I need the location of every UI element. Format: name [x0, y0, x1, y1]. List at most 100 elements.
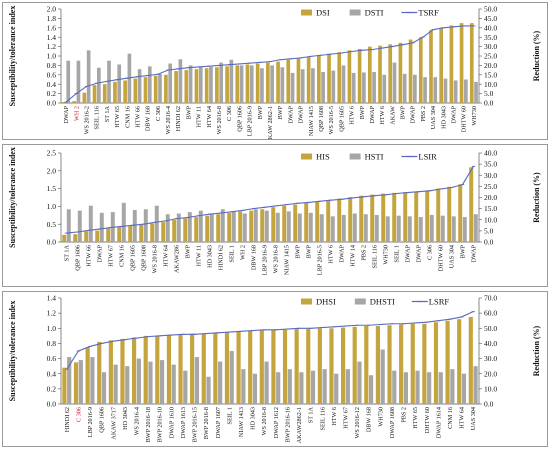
bar-dhsti-6 [136, 358, 141, 404]
bar-hsti-35 [451, 216, 456, 242]
y2-tick-label: 40.0 [484, 149, 497, 158]
bar-dsi-16 [225, 66, 229, 103]
bar-his-27 [359, 195, 364, 242]
bar-dhsi-20 [294, 329, 299, 404]
bar-dsi-6 [123, 80, 127, 103]
bar-his-30 [392, 192, 397, 242]
bar-hsti-0 [66, 209, 71, 242]
y2-tick-label: 15.0 [484, 70, 497, 79]
y-tick-label: 1.6 [47, 23, 57, 32]
bar-his-37 [469, 167, 474, 242]
bar-dhsti-28 [392, 370, 397, 404]
x-tick-label-32: DWAP [416, 244, 423, 262]
bar-dsi-4 [102, 84, 107, 103]
bar-his-8 [150, 223, 155, 242]
bar-dhsi-1 [73, 362, 79, 404]
x-tick-label-29: BWP [359, 105, 366, 119]
bar-dhsti-30 [415, 370, 420, 404]
bar-his-15 [227, 212, 232, 242]
bar-dsti-23 [300, 69, 305, 103]
line-tsrf [65, 25, 474, 103]
y2-tick-label: 15.0 [484, 204, 497, 213]
x-tick-label-14: HINDI 62 [218, 245, 225, 270]
bar-dhsi-24 [340, 327, 346, 404]
x-tick-label-4: ST 1A [104, 105, 111, 122]
bar-dhsti-17 [264, 361, 269, 404]
y-tick-label: 0.4 [47, 80, 57, 89]
y-tick-label: 0.6 [47, 354, 57, 363]
bar-hsti-27 [363, 214, 368, 242]
bar-dsti-30 [372, 71, 376, 103]
legend: DHSI DHSTI LSRF [301, 297, 449, 307]
bar-hsti-12 [198, 210, 203, 242]
bar-dhsti-7 [148, 361, 153, 404]
x-tick-label-31: DHTW 60 [424, 407, 431, 433]
bar-dhsi-34 [457, 319, 462, 404]
legend-swatch-his [301, 153, 312, 160]
bar-dhsti-9 [171, 364, 176, 404]
bar-dsi-37 [439, 27, 444, 103]
x-tick-label-15: NIAW 1413 [238, 407, 245, 437]
bar-his-13 [205, 215, 210, 242]
y-tick-label: 1.5 [47, 184, 57, 193]
bar-dhsi-4 [108, 340, 113, 404]
bar-dsti-37 [443, 78, 448, 103]
bar-dsi-11 [174, 71, 178, 103]
x-tick-label-23: DWAP [298, 105, 305, 123]
bar-his-11 [183, 218, 188, 242]
y-tick-label: 0.8 [47, 61, 57, 70]
bar-dsti-31 [382, 74, 387, 103]
bar-hsti-7 [143, 209, 148, 242]
bar-dhsti-15 [241, 369, 246, 404]
legend-label-lsir: LSIR [418, 152, 437, 162]
bar-hsti-32 [418, 217, 423, 242]
x-tick-label-33: BWP [400, 105, 407, 119]
y-tick-label: 0.6 [47, 70, 57, 79]
x-tick-label-12: BWP 2016-8 [203, 407, 210, 439]
bar-dsi-35 [418, 37, 423, 104]
x-tick-label-32: AKAW [389, 106, 396, 125]
bar-dsti-17 [239, 65, 244, 103]
bar-dhsi-21 [306, 329, 311, 404]
bar-his-7 [139, 224, 144, 242]
bar-his-35 [447, 186, 452, 242]
x-tick-label-6: QBP 1605 [130, 245, 137, 271]
x-tick-label-23: HTW 6 [331, 407, 338, 426]
bar-his-16 [238, 211, 243, 242]
x-tick-label-10: WS 2016-4 [165, 106, 172, 134]
bar-hsti-5 [121, 202, 126, 242]
y2-tick-label: 25.0 [484, 182, 497, 191]
bar-his-36 [458, 184, 463, 242]
bar-his-0 [62, 234, 67, 242]
bar-dhsi-33 [445, 320, 450, 404]
bar-his-29 [381, 193, 386, 242]
bar-dsti-4 [107, 60, 111, 103]
bar-hsti-8 [154, 205, 159, 242]
bar-dsti-12 [188, 65, 193, 103]
x-tick-label-6: CNM 16 [124, 106, 131, 128]
bar-dsi-2 [82, 92, 87, 103]
x-tick-label-24: NIAW 1415 [308, 106, 315, 136]
bar-his-33 [425, 190, 430, 242]
y-tick-label: 0.0 [47, 238, 57, 247]
x-tick-label-11: HINDI 62 [175, 106, 182, 131]
bar-hsti-6 [132, 209, 137, 242]
x-tick-label-35: PBS 2 [420, 106, 427, 122]
bar-dsti-27 [341, 65, 346, 103]
bar-dsti-28 [351, 72, 356, 103]
bar-dhsi-35 [468, 316, 473, 404]
x-tick-label-9: HTW 64 [163, 245, 170, 267]
legend: HIS HSTI LSIR [301, 152, 437, 162]
bar-dhsti-8 [159, 360, 165, 404]
y-tick-label: 1.4 [47, 294, 57, 303]
y-tick-label: 0.0 [47, 400, 57, 409]
bar-dsi-29 [357, 48, 362, 103]
bar-dhsi-31 [422, 323, 427, 404]
y-tick-label: 1.0 [47, 52, 57, 61]
x-tick-label-13: HTW 11 [196, 106, 203, 127]
bar-dsi-8 [143, 77, 148, 103]
bar-dsi-19 [255, 63, 260, 103]
x-tick-label-34: HTW 64 [459, 407, 466, 429]
bar-dsti-39 [464, 79, 468, 103]
bar-his-22 [304, 202, 309, 242]
